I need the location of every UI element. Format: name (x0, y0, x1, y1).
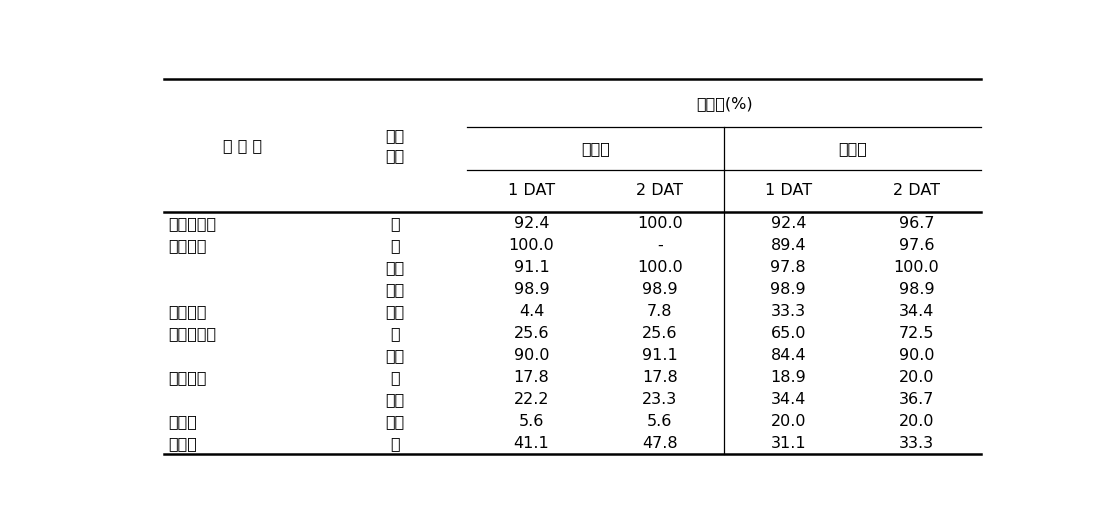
Text: 98.9: 98.9 (513, 282, 550, 297)
Text: 1 DAT: 1 DAT (508, 183, 555, 199)
Text: 1 DAT: 1 DAT (765, 183, 811, 199)
Text: 종자: 종자 (385, 304, 404, 319)
Text: 참빗살나무: 참빗살나무 (168, 326, 216, 341)
Text: -: - (657, 238, 662, 253)
Text: 멸구슬나무: 멸구슬나무 (168, 216, 216, 231)
Text: 47.8: 47.8 (643, 436, 678, 451)
Text: 98.9: 98.9 (771, 282, 806, 297)
Text: 92.4: 92.4 (513, 216, 550, 231)
Text: 90.0: 90.0 (513, 348, 550, 363)
Text: 2 DAT: 2 DAT (893, 183, 941, 199)
Text: 31.1: 31.1 (771, 436, 806, 451)
Text: 잎: 잎 (390, 370, 400, 385)
Text: 96.7: 96.7 (899, 216, 934, 231)
Text: 20.0: 20.0 (899, 414, 934, 429)
Text: 식 물 명: 식 물 명 (223, 138, 263, 153)
Text: 17.8: 17.8 (643, 370, 678, 385)
Text: 17.8: 17.8 (513, 370, 550, 385)
Text: 34.4: 34.4 (771, 392, 806, 407)
Text: 65.0: 65.0 (771, 326, 806, 341)
Text: 90.0: 90.0 (899, 348, 934, 363)
Text: 황벽나무: 황벽나무 (168, 304, 206, 319)
Text: 36.7: 36.7 (899, 392, 934, 407)
Text: 100.0: 100.0 (509, 238, 554, 253)
Text: 91.1: 91.1 (643, 348, 678, 363)
Text: 100.0: 100.0 (894, 260, 940, 275)
Text: 20.0: 20.0 (771, 414, 806, 429)
Text: 추출
부위: 추출 부위 (385, 128, 404, 163)
Text: 91.1: 91.1 (513, 260, 550, 275)
Text: 2 DAT: 2 DAT (636, 183, 683, 199)
Text: 33.3: 33.3 (771, 304, 806, 319)
Text: 목련나무: 목련나무 (168, 370, 206, 385)
Text: 100.0: 100.0 (637, 216, 682, 231)
Text: 7.8: 7.8 (647, 304, 672, 319)
Text: 41.1: 41.1 (513, 436, 550, 451)
Text: 100.0: 100.0 (637, 260, 682, 275)
Text: 벼멸구: 벼멸구 (582, 141, 611, 156)
Text: 18.9: 18.9 (771, 370, 806, 385)
Text: 가지: 가지 (385, 260, 404, 275)
Text: 돈나무: 돈나무 (168, 414, 197, 429)
Text: 25.6: 25.6 (513, 326, 550, 341)
Text: 97.8: 97.8 (771, 260, 806, 275)
Text: 5.6: 5.6 (519, 414, 544, 429)
Text: 72.5: 72.5 (899, 326, 934, 341)
Text: 98.9: 98.9 (643, 282, 678, 297)
Text: 잎: 잎 (390, 216, 400, 231)
Text: 잎: 잎 (390, 436, 400, 451)
Text: 종자: 종자 (385, 414, 404, 429)
Text: 4.4: 4.4 (519, 304, 544, 319)
Text: 34.4: 34.4 (899, 304, 934, 319)
Text: 89.4: 89.4 (771, 238, 806, 253)
Text: 뿌리: 뿌리 (385, 282, 404, 297)
Text: 종자: 종자 (385, 392, 404, 407)
Text: 23.3: 23.3 (643, 392, 678, 407)
Text: 은행나무: 은행나무 (168, 238, 206, 253)
Text: 20.0: 20.0 (899, 370, 934, 385)
Text: 5.6: 5.6 (647, 414, 672, 429)
Text: 97.6: 97.6 (899, 238, 934, 253)
Text: 98.9: 98.9 (899, 282, 934, 297)
Text: 피마자: 피마자 (168, 436, 197, 451)
Text: 애멸구: 애멸구 (838, 141, 867, 156)
Text: 92.4: 92.4 (771, 216, 806, 231)
Text: 잎: 잎 (390, 238, 400, 253)
Text: 살충률(%): 살충률(%) (696, 96, 753, 111)
Text: 33.3: 33.3 (899, 436, 934, 451)
Text: 잎: 잎 (390, 326, 400, 341)
Text: 25.6: 25.6 (643, 326, 678, 341)
Text: 84.4: 84.4 (771, 348, 806, 363)
Text: 22.2: 22.2 (513, 392, 550, 407)
Text: 종자: 종자 (385, 348, 404, 363)
